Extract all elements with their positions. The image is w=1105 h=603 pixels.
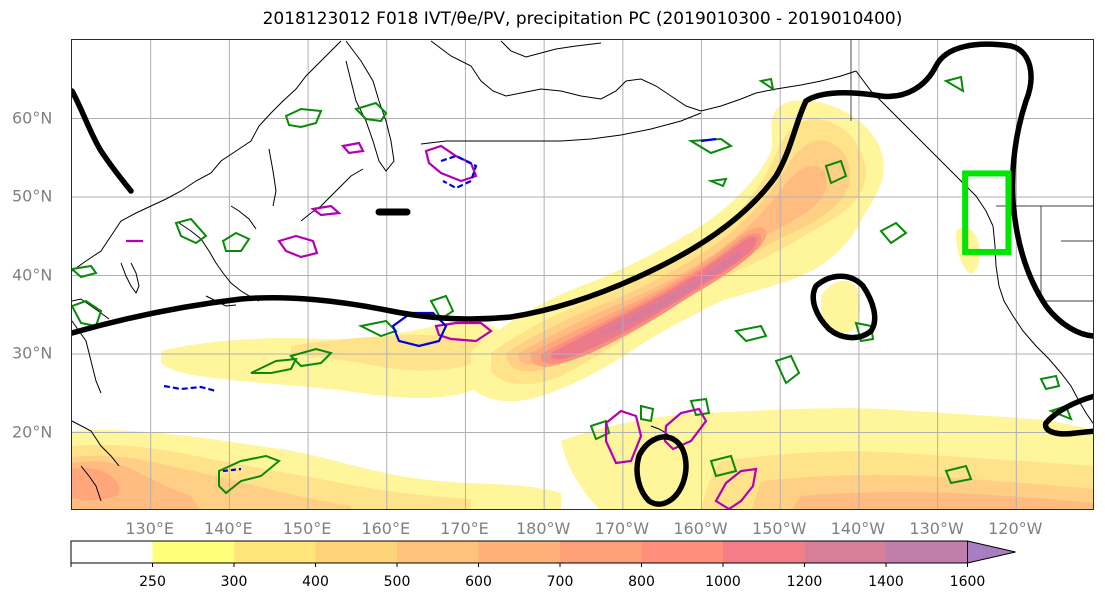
ivt-contour-main: [72, 41, 1093, 339]
colorbar-segment: [71, 541, 153, 563]
latitude-label: 30°N: [12, 343, 53, 363]
colorbar-segment: [886, 541, 968, 563]
coastline-japan: [178, 222, 260, 302]
colorbar-segment: [234, 541, 316, 563]
ivt-shading-tropical-east: [561, 227, 1093, 509]
colorbar-segment: [478, 541, 561, 563]
colorbar-segment: [641, 541, 724, 563]
latitude-label: 50°N: [12, 186, 53, 206]
map-frame: [71, 39, 1094, 510]
coastline-asia: [72, 40, 342, 272]
colorbar-tick-label: 700: [546, 574, 574, 590]
longitude-label: 170°E: [440, 519, 489, 538]
colorbar-tick-label: 1200: [786, 574, 823, 590]
graticule: [72, 40, 1093, 509]
coastline-bc: [855, 70, 994, 227]
longitude-label: 160°W: [673, 519, 728, 538]
ivt-shading-subtropical-band: [161, 321, 512, 398]
colorbar-tick-label: 400: [302, 574, 329, 590]
longitude-label: 130°W: [909, 519, 964, 538]
colorbar-segment: [397, 541, 479, 563]
ivt-shading-atmospheric-river: [471, 100, 884, 402]
colorbar-segment: [804, 541, 887, 563]
ivt-shading-southwest: [72, 430, 561, 509]
map-title: 2018123012 F018 IVT/θe/PV, precipitation…: [262, 9, 903, 29]
longitude-label: 160°E: [361, 519, 411, 538]
colorbar-tick-label: 250: [139, 574, 166, 590]
latitude-label: 60°N: [12, 108, 53, 127]
longitude-label: 150°W: [752, 519, 807, 538]
colorbar-segment: [152, 541, 235, 563]
colorbar-tick-label: 500: [383, 574, 411, 590]
longitude-label: 170°W: [594, 519, 650, 538]
map-canvas: [72, 40, 1093, 509]
colorbar-tick-label: 600: [465, 574, 492, 590]
longitude-label: 180°W: [515, 519, 571, 538]
latitude-label: 20°N: [12, 422, 53, 441]
longitude-label: 140°W: [830, 519, 886, 538]
ivt-contour-east-loop: [810, 273, 878, 341]
colorbar-segment: [560, 541, 642, 563]
coastline-us-west: [992, 225, 1080, 402]
colorbar-tick-label: 800: [628, 574, 655, 590]
colorbar-tick-label: 1000: [705, 574, 741, 590]
coastline-alaska: [430, 40, 857, 112]
latitude-label: 40°N: [12, 265, 53, 284]
colorbar-segment: [723, 541, 805, 563]
target-region-box: [962, 170, 1012, 255]
longitude-label: 130°E: [125, 519, 175, 538]
colorbar-tick-label: 1400: [868, 574, 904, 590]
longitude-label: 150°E: [282, 519, 332, 538]
colorbar-tick-label: 1600: [949, 574, 986, 590]
coastline-aleutians: [420, 112, 702, 145]
colorbar-tick-label: 300: [220, 574, 248, 590]
longitude-label: 120°W: [988, 519, 1043, 538]
ivt-contour-south-loop: [634, 434, 689, 507]
theta-e-contours: [72, 75, 1073, 495]
longitude-label: 140°E: [204, 519, 253, 538]
colorbar-extend-arrow: [967, 540, 1016, 564]
ivt-contours: [72, 41, 1093, 507]
colorbar-outline: [70, 540, 968, 564]
coastline-kamchatka: [345, 40, 395, 172]
ivt-contour-right-edge: [1042, 393, 1093, 437]
pv-magenta-contours: [126, 141, 758, 509]
colorbar-segment: [315, 541, 398, 563]
